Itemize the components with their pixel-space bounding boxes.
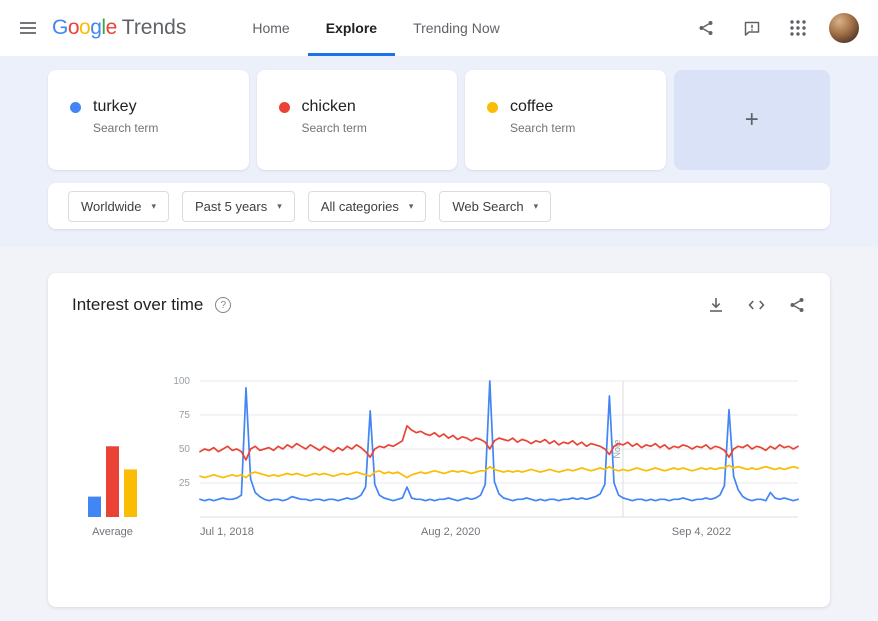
y-tick-label: 50 [179,444,191,455]
main-nav: Home Explore Trending Now [234,0,517,56]
widget-title: Interest over time [72,295,204,314]
chevron-down-icon: ▾ [533,200,539,211]
series-color-dot [70,102,81,113]
add-comparison-card[interactable]: + [673,70,830,170]
series-line-coffee [199,464,799,479]
term-name: coffee [510,98,554,115]
feedback-icon [744,21,760,36]
nav-trending-now[interactable]: Trending Now [413,20,500,36]
google-trends-logo[interactable]: Google Trends [52,16,186,40]
term-type-label: Search term [93,121,159,135]
logo-letter: o [79,16,91,39]
widget-header: Interest over time ? [72,295,806,315]
account-button[interactable] [824,8,864,48]
x-tick-label: Aug 2, 2020 [421,526,480,538]
term-text: turkey Search term [93,98,158,142]
logo-letter: g [90,16,102,39]
chevron-down-icon: ▾ [151,200,156,211]
filters-bar: Worldwide ▾ Past 5 years ▾ All categorie… [48,183,830,229]
nav-home[interactable]: Home [252,20,290,36]
y-tick-label: 25 [179,478,191,489]
category-filter-label: All categories [320,198,399,214]
comparison-section: turkey Search term chicken Search term c… [0,56,878,247]
nav-explore[interactable]: Explore [307,0,396,56]
x-tick-label: Jul 1, 2018 [200,526,254,538]
average-bar-turkey [88,496,101,517]
series-line-turkey [199,380,799,502]
geo-filter-label: Worldwide [81,198,142,214]
term-text: chicken Search term [302,98,367,142]
note-label: Note [612,439,622,458]
series-color-dot [278,102,290,113]
category-filter-dropdown[interactable]: All categories ▾ [307,190,427,222]
widget-actions [707,296,806,314]
term-card-chicken[interactable]: chicken Search term [256,70,457,170]
google-apps-button[interactable] [778,8,818,48]
hamburger-icon [20,22,36,34]
feedback-button[interactable] [732,8,772,48]
search-terms-row: turkey Search term chicken Search term c… [48,70,830,170]
chevron-down-icon: ▾ [408,200,414,211]
avatar [829,13,859,43]
logo-product-name: Trends [121,16,187,39]
explore-content: Interest over time ? [0,247,878,621]
share-widget-button[interactable] [788,296,806,314]
share-icon [790,298,804,312]
y-tick-label: 100 [173,376,190,387]
plus-icon: + [744,106,759,133]
term-name: chicken [301,98,356,115]
download-icon [710,298,722,312]
time-filter-label: Past 5 years [194,198,268,214]
share-button[interactable] [686,8,726,48]
term-type-label: Search term [510,121,576,135]
hamburger-menu-button[interactable] [8,8,48,48]
embed-code-icon [748,300,765,310]
average-bar-coffee [124,469,137,517]
logo-letter: l [101,16,106,39]
term-text: coffee Search term [510,98,575,142]
time-filter-dropdown[interactable]: Past 5 years ▾ [181,190,295,222]
term-card-turkey[interactable]: turkey Search term [48,70,249,170]
help-icon[interactable]: ? [215,297,232,313]
app-header: Google Trends Home Explore Trending Now [0,0,878,56]
average-label: Average [92,526,133,538]
logo-letter: o [67,16,80,39]
x-tick-label: Sep 4, 2022 [672,526,731,538]
y-tick-label: 75 [179,410,191,421]
download-csv-button[interactable] [707,296,725,314]
chart-area: 25 50 75 100 Note Jul 1, 2018 Aug 2, 2020 Sep 4… [72,371,806,548]
interest-over-time-widget: Interest over time ? [48,273,830,607]
term-type-label: Search term [301,121,367,135]
header-actions [686,8,864,48]
term-name: turkey [93,98,137,115]
logo-letter: e [105,16,118,39]
chevron-down-icon: ▾ [277,200,282,211]
average-bar-chicken [106,446,119,517]
series-line-chicken [199,425,799,461]
interest-over-time-chart[interactable]: 25 50 75 100 Note Jul 1, 2018 Aug 2, 2020 Sep 4… [72,371,806,543]
share-icon [699,21,713,35]
apps-grid-icon [790,20,806,36]
logo-letter: G [52,16,68,39]
search-type-filter-dropdown[interactable]: Web Search ▾ [439,190,552,222]
geo-filter-dropdown[interactable]: Worldwide ▾ [68,190,169,222]
logo-google: Google [52,16,117,40]
series-color-dot [487,102,498,113]
embed-button[interactable] [747,296,766,314]
term-card-coffee[interactable]: coffee Search term [465,70,666,170]
search-type-filter-label: Web Search [452,198,524,214]
